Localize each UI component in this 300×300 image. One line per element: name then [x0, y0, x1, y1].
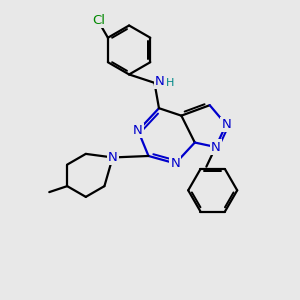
Text: N: N [133, 124, 143, 137]
Text: N: N [108, 151, 118, 164]
Text: Cl: Cl [92, 14, 105, 27]
Text: N: N [155, 75, 165, 88]
Text: N: N [221, 118, 231, 131]
Text: H: H [166, 78, 174, 88]
Text: N: N [170, 157, 180, 170]
Text: N: N [211, 140, 220, 154]
